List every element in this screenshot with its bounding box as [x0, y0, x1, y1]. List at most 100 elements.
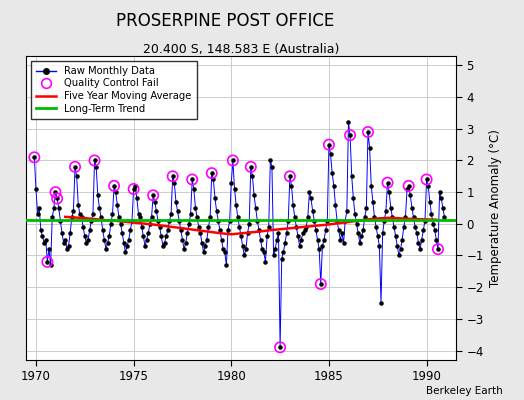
- Point: [66, 230, 74, 236]
- Point: [53, 195, 61, 202]
- Point: [259, 249, 268, 256]
- Point: [346, 132, 354, 138]
- Point: [119, 240, 128, 246]
- Point: [391, 233, 400, 240]
- Point: [79, 224, 88, 230]
- Point: [387, 205, 395, 211]
- Point: [221, 249, 229, 256]
- Point: [152, 208, 160, 214]
- Point: [167, 211, 175, 218]
- Point: [105, 233, 113, 240]
- Point: [269, 252, 278, 259]
- Point: [58, 230, 66, 236]
- Point: [222, 262, 231, 268]
- Point: [54, 205, 63, 211]
- Point: [247, 164, 255, 170]
- Point: [315, 246, 323, 252]
- Point: [401, 214, 410, 221]
- Point: [247, 164, 255, 170]
- Point: [258, 246, 266, 252]
- Point: [196, 230, 204, 236]
- Point: [169, 173, 177, 180]
- Point: [38, 233, 47, 240]
- Point: [225, 218, 234, 224]
- Point: [133, 195, 141, 202]
- Point: [377, 300, 385, 306]
- Point: [274, 230, 282, 236]
- Point: [325, 142, 333, 148]
- Point: [437, 195, 445, 202]
- Point: [354, 230, 363, 236]
- Point: [357, 233, 366, 240]
- Point: [353, 221, 361, 227]
- Point: [334, 227, 343, 233]
- Point: [238, 243, 247, 249]
- Point: [282, 230, 291, 236]
- Point: [204, 224, 213, 230]
- Point: [405, 183, 413, 189]
- Point: [384, 180, 392, 186]
- Point: [32, 186, 40, 192]
- Point: [307, 195, 315, 202]
- Point: [35, 205, 43, 211]
- Point: [356, 240, 364, 246]
- Point: [156, 224, 164, 230]
- Point: [214, 218, 223, 224]
- Point: [87, 218, 95, 224]
- Point: [344, 119, 353, 126]
- Point: [144, 230, 152, 236]
- Point: [271, 246, 279, 252]
- Point: [435, 189, 444, 195]
- Point: [370, 214, 379, 221]
- Point: [297, 236, 305, 243]
- Point: [235, 224, 244, 230]
- Point: [422, 176, 431, 183]
- Point: [424, 183, 432, 189]
- Point: [425, 198, 434, 205]
- Point: [53, 195, 61, 202]
- Point: [89, 211, 97, 218]
- Point: [201, 243, 210, 249]
- Point: [313, 236, 322, 243]
- Point: [385, 189, 394, 195]
- Point: [173, 208, 182, 214]
- Point: [429, 221, 438, 227]
- Point: [74, 202, 82, 208]
- Point: [165, 218, 173, 224]
- Point: [212, 208, 221, 214]
- Point: [380, 218, 388, 224]
- Point: [134, 211, 143, 218]
- Point: [320, 236, 328, 243]
- Point: [203, 236, 211, 243]
- Point: [61, 236, 70, 243]
- Point: [149, 192, 157, 198]
- Point: [30, 154, 39, 160]
- Point: [369, 198, 377, 205]
- Point: [138, 224, 146, 230]
- Point: [188, 176, 196, 183]
- Point: [330, 183, 338, 189]
- Point: [396, 246, 405, 252]
- Point: [90, 157, 99, 164]
- Point: [305, 189, 313, 195]
- Point: [398, 236, 406, 243]
- Point: [318, 243, 326, 249]
- Point: [362, 205, 370, 211]
- Point: [290, 214, 299, 221]
- Point: [159, 243, 167, 249]
- Point: [208, 170, 216, 176]
- Point: [97, 214, 105, 221]
- Point: [286, 173, 294, 180]
- Point: [78, 214, 86, 221]
- Point: [395, 252, 403, 259]
- Point: [75, 211, 84, 218]
- Point: [123, 243, 132, 249]
- Point: [300, 227, 309, 233]
- Point: [440, 214, 449, 221]
- Point: [340, 240, 348, 246]
- Point: [316, 281, 325, 287]
- Point: [131, 183, 139, 189]
- Point: [183, 230, 191, 236]
- Point: [95, 205, 104, 211]
- Point: [82, 240, 91, 246]
